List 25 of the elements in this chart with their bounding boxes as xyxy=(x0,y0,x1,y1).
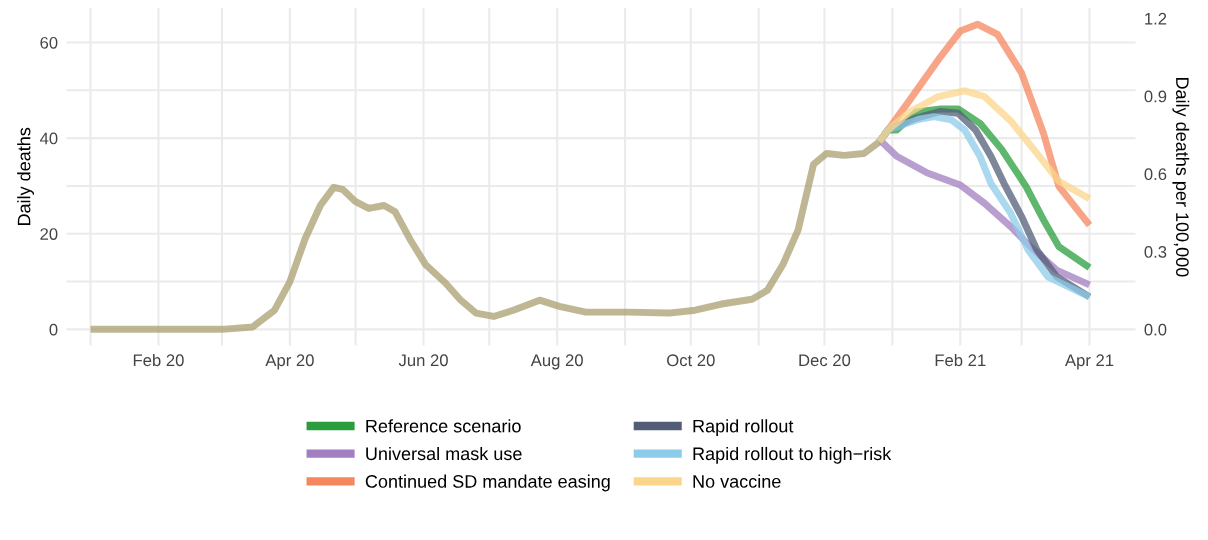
y-tick-label: 0 xyxy=(49,323,58,336)
legend-label: No vaccine xyxy=(693,474,781,488)
x-tick-label: Aug 20 xyxy=(530,354,583,370)
y2-tick-label: 0.9 xyxy=(1144,90,1167,103)
legend-label: Reference scenario xyxy=(366,419,521,433)
legend-label: Rapid rollout xyxy=(693,419,794,437)
x-tick-label: Apr 21 xyxy=(1065,354,1114,370)
y2-tick-label: 1.2 xyxy=(1145,12,1167,25)
x-tick-label: Jun 20 xyxy=(398,354,448,367)
y-tick-label: 40 xyxy=(39,132,58,145)
y2-axis-title: Daily deaths per 100,000 xyxy=(1172,77,1190,277)
x-tick-label: Apr 20 xyxy=(265,354,314,370)
legend-label: Universal mask use xyxy=(366,446,522,461)
y2-tick-label: 0.6 xyxy=(1144,168,1167,181)
y-tick-label: 60 xyxy=(40,36,58,49)
y-axis-title: Daily deaths xyxy=(17,127,35,226)
legend-label: Continued SD mandate easing xyxy=(365,474,610,492)
legend-label: Rapid rollout to high−risk xyxy=(693,446,892,464)
y-tick-label: 20 xyxy=(40,228,58,240)
x-tick-label: Dec 20 xyxy=(799,354,851,367)
y2-tick-label: 0.3 xyxy=(1144,246,1167,258)
x-tick-label: Feb 21 xyxy=(935,353,986,367)
x-tick-label: Feb 20 xyxy=(133,353,184,367)
x-tick-label: Oct 20 xyxy=(667,354,715,367)
y2-tick-label: 0.0 xyxy=(1144,323,1167,336)
